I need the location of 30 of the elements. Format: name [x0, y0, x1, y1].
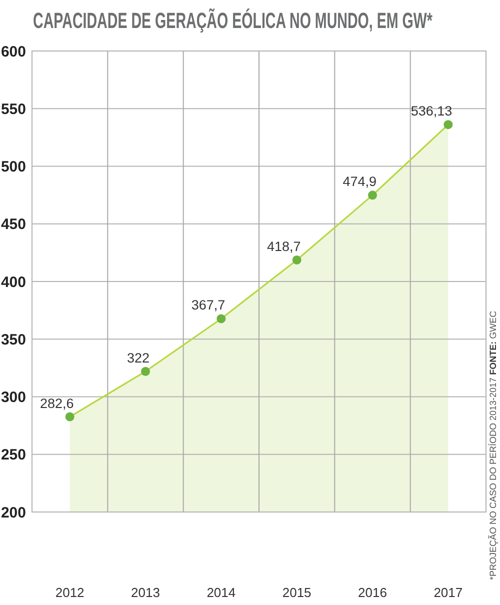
data-label: 322 [126, 350, 150, 366]
y-tick-label: 200 [0, 504, 26, 522]
y-tick-label: 350 [0, 331, 26, 348]
point [141, 366, 150, 376]
x-tick-label: 2017 [434, 585, 463, 600]
y-tick-label: 550 [0, 100, 26, 118]
data-label: 367,7 [191, 298, 226, 313]
point [368, 190, 377, 200]
y-tick-label: 400 [0, 274, 26, 291]
y-tick-label: 450 [0, 216, 26, 234]
y-tick-label: 300 [0, 389, 26, 406]
y-tick-label: 500 [0, 158, 26, 176]
data-label: 536,13 [410, 104, 452, 119]
point [65, 412, 74, 422]
x-tick-label: 2016 [358, 585, 387, 600]
data-label: 282,6 [40, 396, 74, 411]
y-tick-label: 600 [0, 43, 26, 60]
x-tick-label: 2014 [206, 585, 236, 600]
data-label: 474,9 [342, 174, 376, 190]
chart-title: CAPACIDADE DE GERAÇÃO EÓLICA NO MUNDO, EM GW* [33, 8, 434, 33]
point [216, 314, 226, 324]
x-tick-label: 2012 [55, 585, 84, 600]
source-note: FONTE: GWEC [488, 310, 498, 378]
point [292, 255, 302, 264]
y-tick-label: 250 [0, 446, 26, 464]
x-tick-label: 2015 [282, 585, 312, 600]
point [444, 120, 453, 130]
text: *PROJEÇÃO NO CASO DO PERÍODO 2013-2017 [488, 377, 498, 580]
data-label: 418,7 [267, 238, 301, 254]
x-tick-label: 2013 [131, 585, 160, 600]
